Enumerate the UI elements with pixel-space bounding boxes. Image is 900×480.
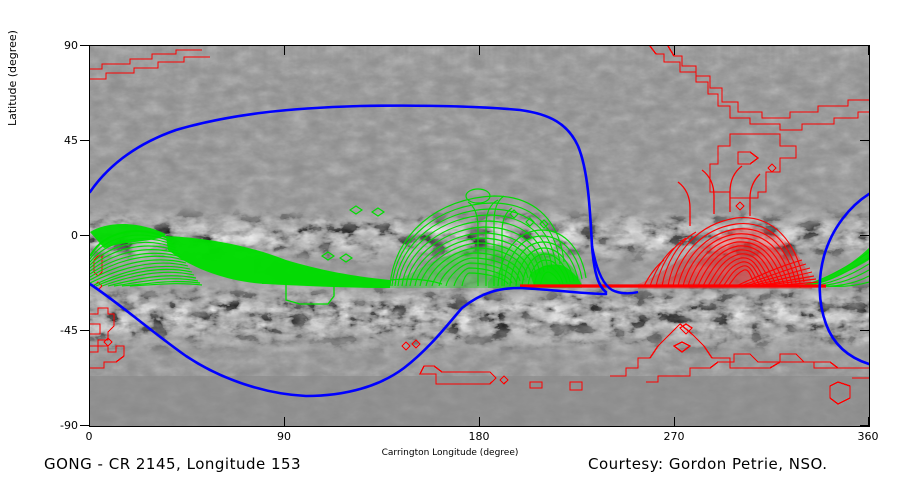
y-tick-label-m45: -45 [60,324,78,337]
x-tick-top-270 [674,46,675,55]
x-tick-top-90 [284,46,285,55]
y-tick-right-90 [860,45,869,46]
caption-source: GONG - CR 2145, Longitude 153 [44,455,302,473]
y-tick-45 [80,140,89,141]
x-tick-label-360: 360 [857,430,879,443]
y-tick-label-0: 0 [71,229,78,242]
caption-courtesy: Courtesy: Gordon Petrie, NSO. [588,455,828,473]
x-tick-90 [284,417,285,426]
y-tick-label-45: 45 [64,134,78,147]
y-tick-right-45 [860,140,869,141]
x-tick-top-180 [479,46,480,55]
x-tick-270 [674,417,675,426]
red-fan-upper-strands [677,165,761,226]
x-tick-360 [868,417,869,426]
red-fan-main [643,217,819,287]
green-fan-central-strands [320,188,549,286]
green-fan-central-fill [390,245,582,288]
y-axis-title: Latitude (degree) [6,30,19,126]
y-tick-right-m90 [860,425,869,426]
magnetogram-plot-area [89,45,870,427]
y-tick-label-m90: -90 [60,419,78,432]
coronal-hole-contours-south [90,255,869,405]
y-tick-m90 [80,425,89,426]
magnetogram-canvas [90,46,869,426]
green-fan-east-fill [796,248,869,288]
y-tick-0 [80,235,89,236]
green-fan-west-fill [90,224,166,248]
x-tick-180 [479,417,480,426]
x-tick-label-90: 90 [277,430,291,443]
y-tick-right-0 [860,235,869,236]
x-tick-label-0: 0 [85,430,93,443]
y-tick-90 [80,45,89,46]
heliospheric-current-sheet [90,104,869,398]
x-tick-top-0 [89,46,90,55]
current-sheet-junction [590,245,639,295]
y-tick-right-m45 [860,330,869,331]
x-tick-top-360 [868,46,869,55]
coronal-hole-contours-north [90,46,869,211]
green-fan-equatorial [166,236,390,288]
x-tick-0 [89,417,90,426]
x-tick-label-180: 180 [468,430,490,443]
x-tick-label-270: 270 [663,430,685,443]
red-fan-filled [638,227,812,289]
y-tick-m45 [80,330,89,331]
y-tick-label-90: 90 [64,39,78,52]
x-axis-title: Carrington Longitude (degree) [381,448,519,458]
